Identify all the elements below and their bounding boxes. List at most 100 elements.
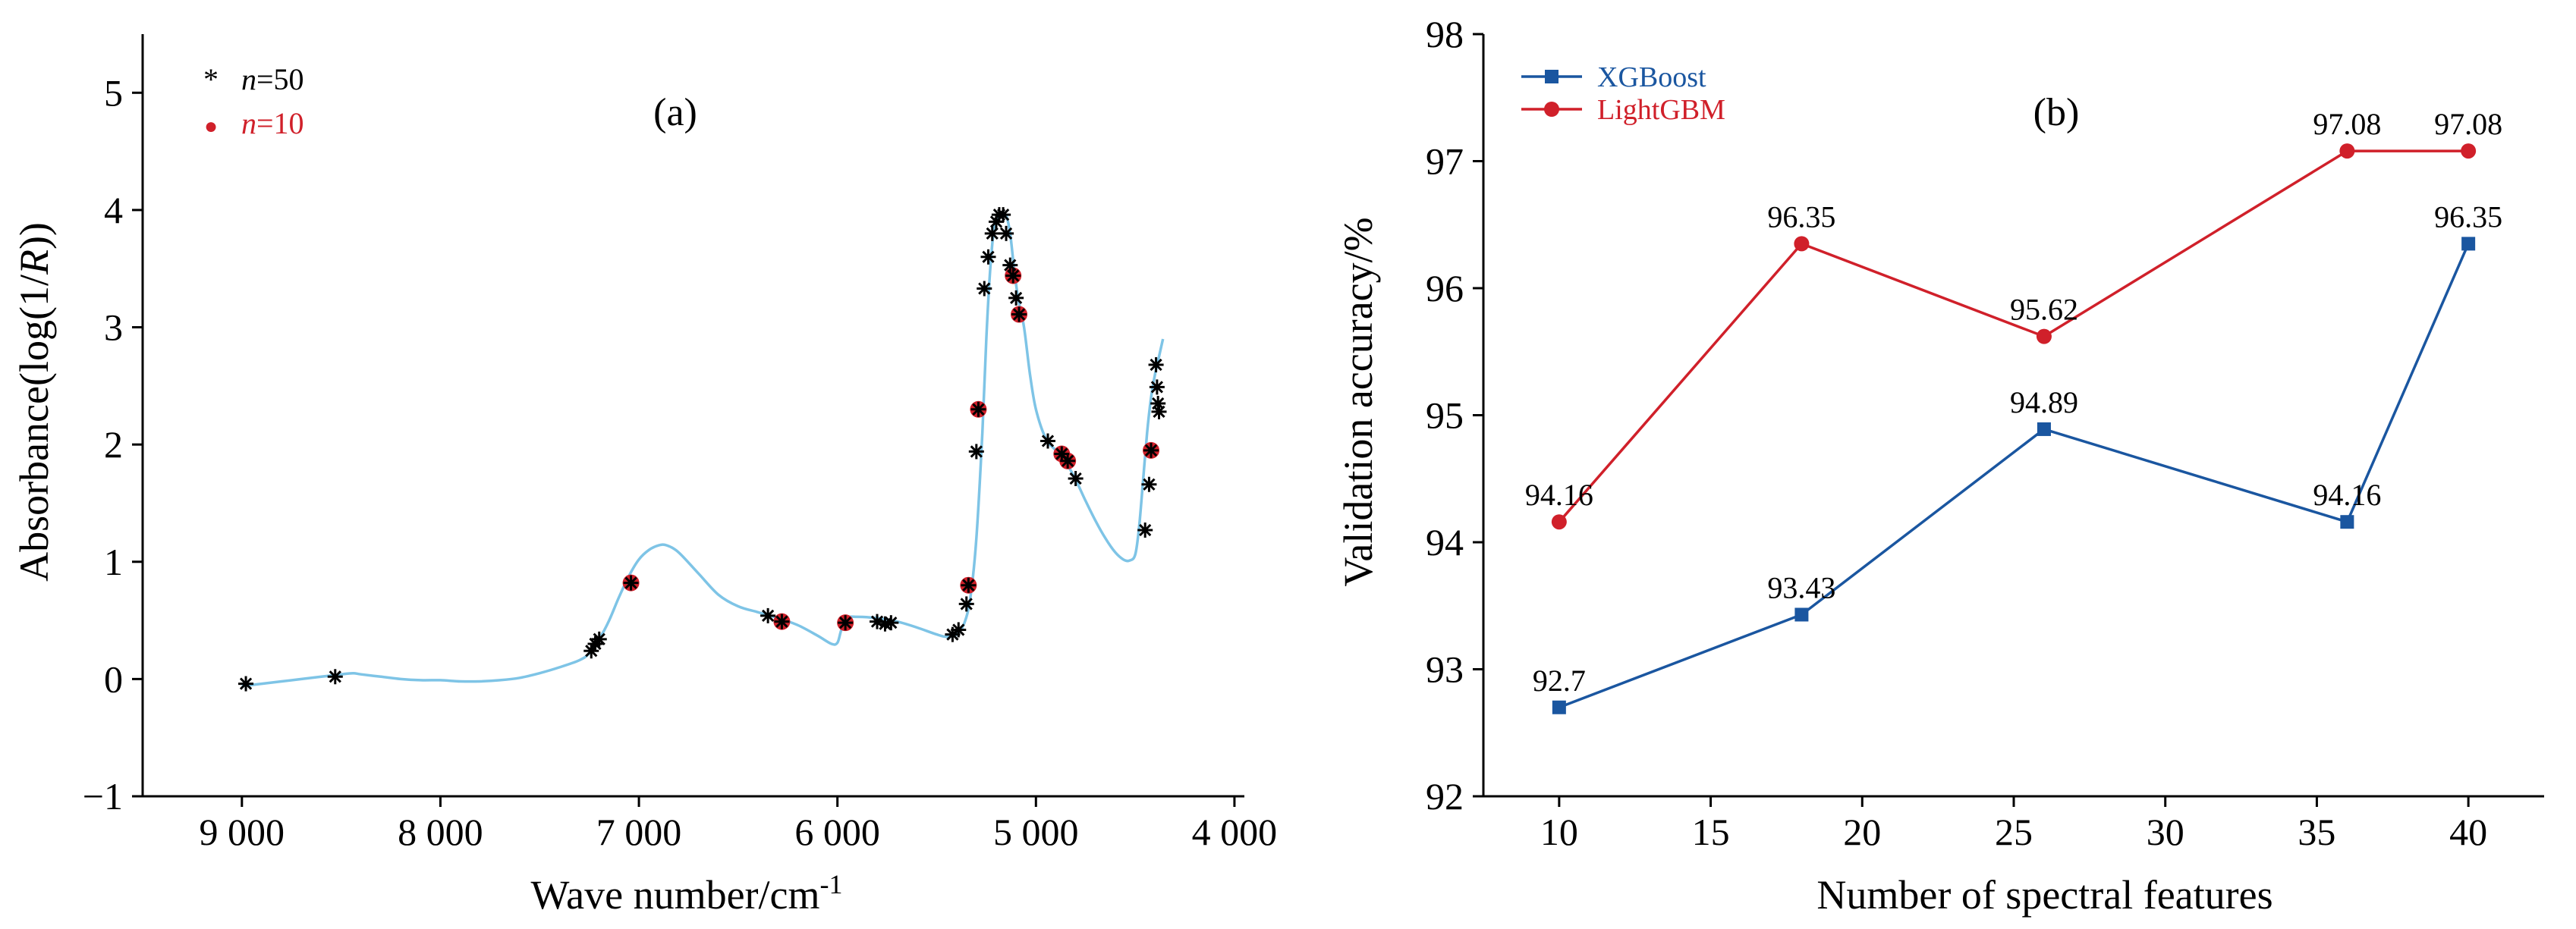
a-point-n50 — [951, 622, 967, 638]
a-y-tick-label: 5 — [104, 71, 123, 114]
b-x-tick-label: 10 — [1540, 811, 1578, 853]
a-point-n50 — [1137, 523, 1153, 538]
b-legend-label-lightgbm: LightGBM — [1597, 94, 1725, 126]
b-y-tick-label: 92 — [1426, 775, 1464, 818]
a-x-tick-label: 7 000 — [596, 811, 682, 853]
b-legend-item-lightgbm: LightGBM — [1521, 94, 1725, 126]
a-point-n50 — [838, 615, 854, 631]
a-x-tick-label: 9 000 — [200, 811, 285, 853]
b-y-tick-label: 93 — [1426, 648, 1464, 691]
b-data-label-lightgbm: 97.08 — [2313, 107, 2381, 141]
panel-a-absorbance-chart: 9 000 8 000 7 000 6 000 5 000 4 000 −1 0 1 2 3 4 5 (… — [11, 34, 1277, 918]
b-data-label-lightgbm: 95.62 — [2010, 293, 2078, 327]
a-legend-n10-marker: ● — [204, 114, 218, 139]
b-data-label-xgboost: 93.43 — [1767, 570, 1835, 604]
b-x-tick-label: 25 — [1995, 811, 2033, 853]
a-point-n50 — [1040, 433, 1055, 449]
b-y-tick-label: 96 — [1426, 267, 1464, 309]
b-series-layer — [1551, 143, 2477, 714]
b-y-tick-label: 98 — [1426, 13, 1464, 55]
b-x-tick-label: 35 — [2298, 811, 2335, 853]
a-x-axis-label: Wave number/cm-1 — [530, 869, 842, 918]
a-point-n50 — [984, 225, 1000, 241]
a-y-tick-label: 0 — [104, 658, 123, 700]
b-series-lightgbm — [1551, 143, 2477, 530]
a-y-tick-label: 4 — [104, 189, 123, 231]
b-y-tick-label: 95 — [1426, 394, 1464, 437]
a-point-n50 — [961, 577, 977, 593]
a-ticks: 9 000 8 000 7 000 6 000 5 000 4 000 −1 0 1 2 3 4 5 — [83, 71, 1277, 853]
a-point-n50 — [327, 669, 343, 685]
a-point-n50 — [883, 615, 899, 631]
a-axes — [141, 34, 1244, 798]
a-point-n50 — [1005, 268, 1021, 284]
b-ticks: 10 15 20 25 30 35 40 92 93 94 95 96 97 98 — [1426, 13, 2487, 853]
b-point-xgboost — [2461, 237, 2476, 251]
a-point-n50 — [238, 676, 254, 692]
b-x-tick-label: 20 — [1843, 811, 1881, 853]
a-point-n50 — [1002, 257, 1018, 273]
a-x-tick-label: 8 000 — [398, 811, 483, 853]
a-point-n50 — [995, 207, 1011, 223]
a-x-tick-label: 6 000 — [794, 811, 880, 853]
a-point-n50 — [970, 401, 986, 417]
panel-b-accuracy-chart: 10 15 20 25 30 35 40 92 93 94 95 96 97 98 92.7 93.43 94… — [1335, 13, 2544, 918]
b-y-axis-label: Validation accuracy/% — [1335, 217, 1381, 586]
a-point-n50 — [958, 596, 974, 612]
a-y-tick-label: −1 — [83, 775, 123, 818]
a-legend-n50-marker: * — [203, 62, 219, 96]
a-y-tick-label: 2 — [104, 423, 123, 466]
a-point-n50 — [1011, 306, 1027, 322]
b-legend-label-xgboost: XGBoost — [1597, 61, 1706, 93]
b-data-label-xgboost: 94.16 — [2313, 478, 2381, 512]
b-x-tick-label: 40 — [2449, 811, 2487, 853]
a-point-n50 — [1150, 396, 1166, 412]
b-data-label-xgboost: 96.35 — [2434, 199, 2502, 234]
b-point-xgboost — [1794, 607, 1809, 622]
b-data-label-xgboost: 92.7 — [1533, 664, 1586, 698]
a-point-n50 — [760, 607, 776, 623]
a-point-n50 — [623, 575, 639, 591]
a-y-tick-label: 3 — [104, 306, 123, 349]
b-x-tick-label: 30 — [2147, 811, 2184, 853]
b-data-labels-layer: 92.7 93.43 94.89 94.16 96.35 94.16 96.35 95.62 9… — [1525, 107, 2502, 698]
b-y-tick-label: 94 — [1426, 521, 1464, 563]
b-point-xgboost — [2037, 422, 2051, 436]
a-legend: * n=50 ● n=10 — [203, 62, 304, 140]
a-point-n50 — [1148, 357, 1164, 373]
b-point-lightgbm — [1551, 514, 1567, 530]
a-point-n50 — [1143, 442, 1159, 458]
a-x-tick-label: 5 000 — [993, 811, 1079, 853]
b-x-tick-label: 15 — [1692, 811, 1730, 853]
a-legend-n50-label: n=50 — [241, 62, 304, 96]
a-y-tick-label: 1 — [104, 541, 123, 583]
a-point-n50 — [1149, 379, 1165, 395]
b-point-lightgbm — [1794, 236, 1810, 252]
a-spectrum-layer — [241, 212, 1165, 688]
b-point-lightgbm — [2339, 143, 2355, 159]
b-point-lightgbm — [2461, 143, 2477, 159]
b-x-axis-label: Number of spectral features — [1816, 872, 2272, 918]
a-point-n50 — [1060, 453, 1076, 469]
b-series-xgboost — [1552, 237, 2476, 714]
a-point-n50 — [1068, 470, 1084, 486]
a-spectrum-line — [241, 212, 1165, 688]
a-point-n50 — [977, 281, 992, 297]
a-point-n50 — [1008, 290, 1024, 306]
a-point-n50 — [980, 249, 996, 265]
b-panel-label: (b) — [2033, 91, 2080, 134]
b-y-tick-label: 97 — [1426, 140, 1464, 183]
a-y-axis-label: Absorbance(log(1/R)) — [11, 222, 57, 582]
a-panel-label: (a) — [653, 91, 697, 134]
b-point-xgboost — [2340, 515, 2354, 529]
a-x-tick-label: 4 000 — [1192, 811, 1278, 853]
a-point-n50 — [583, 643, 599, 659]
a-point-n50 — [1151, 403, 1167, 419]
a-point-n50 — [591, 631, 607, 647]
b-point-xgboost — [1552, 700, 1566, 714]
b-legend-item-xgboost: XGBoost — [1521, 61, 1706, 93]
a-point-n50 — [968, 444, 984, 460]
